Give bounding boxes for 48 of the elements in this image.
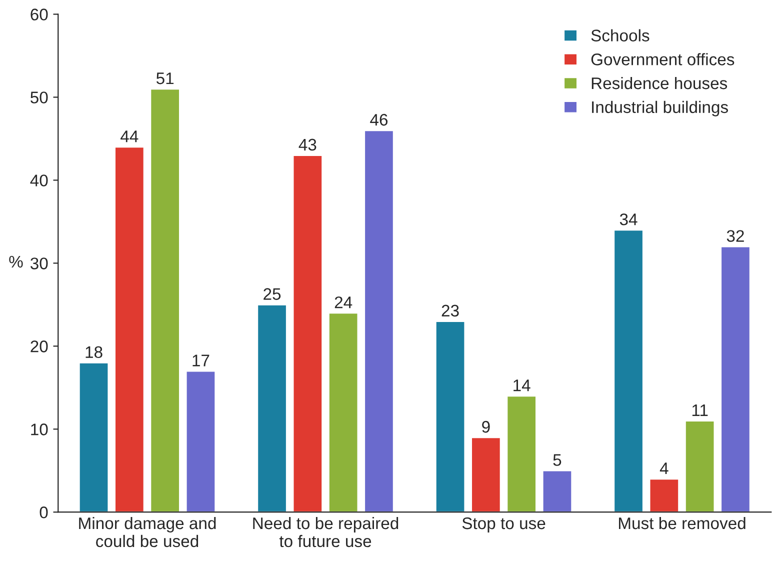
data-label: 25 <box>264 288 281 300</box>
bar <box>292 154 323 512</box>
x-tick-label: Stop to use <box>462 517 546 532</box>
legend-label: Schools <box>591 29 650 42</box>
bar <box>542 470 573 512</box>
data-label: 44 <box>120 130 138 142</box>
data-label: 11 <box>692 404 708 416</box>
data-label: 43 <box>298 138 316 151</box>
y-tick-label: 50 <box>30 92 48 104</box>
y-axis-title: % <box>9 256 23 268</box>
y-tick-label: 30 <box>30 258 48 270</box>
x-tick-label: Need to be repaired to future use <box>253 516 398 548</box>
data-label: 9 <box>482 420 490 433</box>
data-label: 18 <box>86 346 102 358</box>
data-label: 51 <box>156 72 174 84</box>
bar <box>648 478 680 512</box>
y-tick-label: 0 <box>40 506 48 518</box>
bar <box>114 146 145 512</box>
bar <box>150 88 180 512</box>
data-label: 23 <box>442 304 459 317</box>
data-label: 17 <box>192 354 210 366</box>
bar <box>364 130 394 512</box>
legend-label: Industrial buildings <box>592 100 728 116</box>
bar <box>506 395 537 512</box>
y-tick-label: 60 <box>30 8 48 20</box>
legend-label: Government offices <box>591 53 734 66</box>
y-tick-label: 40 <box>30 174 48 186</box>
bar <box>78 362 110 512</box>
data-label: 5 <box>553 454 562 466</box>
y-tick-label: 20 <box>30 340 48 352</box>
legend-label: Residence houses <box>592 76 728 90</box>
bar <box>684 420 716 512</box>
bar <box>185 370 216 512</box>
data-label: 4 <box>660 462 668 474</box>
data-label: 24 <box>334 296 352 308</box>
bar <box>470 436 502 512</box>
bar <box>613 229 644 512</box>
bar <box>328 312 359 512</box>
bar <box>720 246 751 512</box>
bar <box>434 320 466 512</box>
x-tick-label: Must be removed <box>618 516 746 530</box>
data-label: 14 <box>514 380 530 392</box>
data-label: 46 <box>370 114 388 126</box>
x-tick-label: Minor damage and could be used <box>79 516 216 548</box>
y-tick-label: 10 <box>31 424 48 436</box>
data-label: 32 <box>726 230 744 242</box>
bar <box>256 304 288 512</box>
data-label: 34 <box>620 213 638 226</box>
